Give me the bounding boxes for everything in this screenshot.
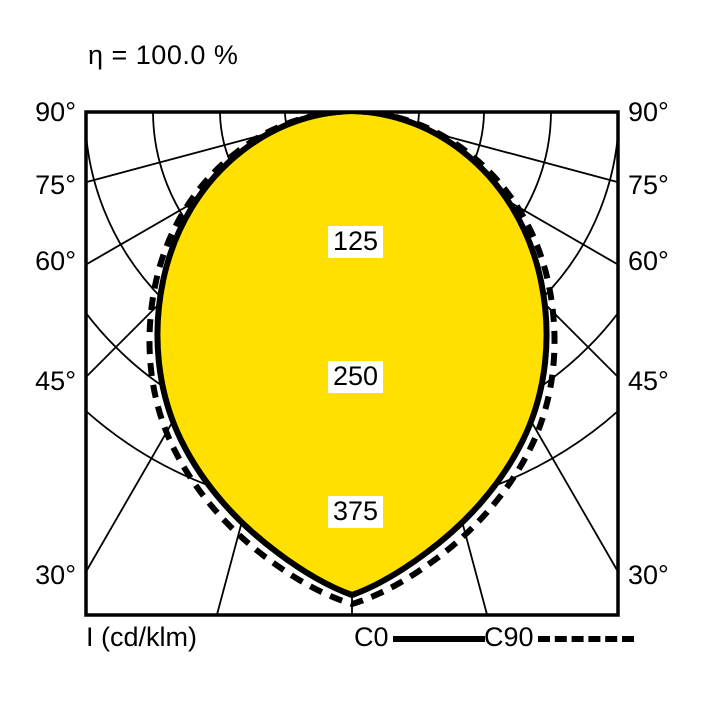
- ring-label-125: 125: [328, 226, 384, 259]
- legend-label-c90: C90: [484, 622, 534, 652]
- intensity-distribution-fill: [157, 112, 547, 595]
- axis-tick-left-30: 30°: [35, 560, 76, 590]
- efficiency-label: η = 100.0 %: [88, 40, 239, 70]
- plot-frame: [84, 110, 620, 617]
- axis-tick-left-75: 75°: [35, 170, 76, 200]
- axis-tick-right-30: 30°: [628, 560, 669, 590]
- curve-c90: [146, 112, 558, 608]
- curve-c0: [154, 112, 550, 598]
- legend-unit-label: I (cd/klm): [86, 622, 197, 652]
- legend-entry-c90: C90: [484, 622, 634, 653]
- legend-line-dashed-icon: [537, 636, 634, 642]
- legend-label-c0: C0: [354, 622, 389, 652]
- axis-tick-left-90: 90°: [35, 97, 76, 127]
- legend-entry-c0: C0: [354, 622, 485, 653]
- legend: I (cd/klm) C0 C90: [0, 622, 708, 668]
- axis-tick-left-60: 60°: [35, 246, 76, 276]
- axis-tick-right-60: 60°: [628, 246, 669, 276]
- axis-tick-right-75: 75°: [628, 170, 669, 200]
- axis-tick-right-90: 90°: [628, 97, 669, 127]
- legend-line-solid-icon: [392, 636, 485, 642]
- ring-label-250: 250: [328, 361, 384, 394]
- ring-label-375: 375: [328, 496, 384, 529]
- axis-tick-left-45: 45°: [35, 366, 76, 396]
- axis-tick-right-45: 45°: [628, 366, 669, 396]
